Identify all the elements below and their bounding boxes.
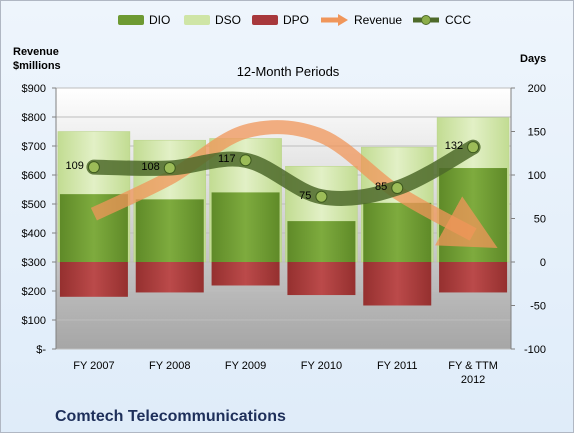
legend-item-revenue: Revenue	[319, 9, 402, 31]
left-tick-label: $900	[22, 83, 46, 95]
ccc-point	[391, 182, 404, 195]
legend-swatch-revenue	[321, 14, 348, 26]
left-tick-label: $200	[22, 286, 46, 298]
ccc-point	[87, 161, 100, 174]
left-tick-label: $100	[22, 315, 46, 327]
bar-dpo	[363, 262, 432, 306]
bar-dio	[287, 221, 356, 262]
bar-dpo	[439, 262, 508, 293]
legend-swatch-dpo	[252, 15, 278, 25]
legend-item-dpo: DPO	[252, 9, 309, 31]
ccc-data-label: 75	[299, 190, 311, 202]
bar-dpo	[211, 262, 280, 286]
legend-label-dpo: DPO	[283, 13, 310, 27]
right-tick-label: 200	[528, 83, 546, 95]
left-tick-label: $500	[22, 199, 46, 211]
chart-subtitle: 12-Month Periods	[236, 64, 340, 79]
legend-label-dio: DIO	[149, 13, 171, 27]
right-tick-label: -100	[524, 344, 546, 356]
ccc-point	[239, 154, 252, 167]
ccc-point	[315, 190, 328, 203]
left-tick-label: $-	[36, 344, 46, 356]
ccc-point	[467, 141, 480, 154]
legend-swatch-dio	[118, 15, 144, 25]
legend-item-dso: DSO	[184, 9, 241, 31]
x-tick-label: FY & TTM	[448, 360, 498, 372]
ccc-data-label: 85	[375, 181, 387, 193]
series-line-revenue	[90, 120, 498, 249]
lines-group: 109 108 117 75 85 132	[66, 120, 498, 249]
x-tick-label: FY 2007	[73, 360, 114, 372]
bar-dpo	[135, 262, 204, 293]
x-tick-label: FY 2008	[149, 360, 190, 372]
bar-dpo	[287, 262, 356, 296]
legend: DIO DSO DPO Revenue CCC	[1, 9, 573, 35]
legend-item-ccc: CCC	[412, 9, 471, 31]
left-axis-title: Revenue $millions	[13, 45, 61, 73]
left-tick-label: $700	[22, 141, 46, 153]
legend-item-dio: DIO	[118, 9, 170, 31]
axes-group: $- $100 $200 $300 $400 $500 $600 $700 $800 $900 -1…	[22, 83, 546, 386]
left-axis-title-line1: Revenue	[13, 46, 59, 58]
ccc-data-label: 109	[66, 160, 84, 172]
right-tick-label: 100	[528, 170, 546, 182]
bar-dpo	[59, 262, 128, 297]
x-tick-label: FY 2010	[301, 360, 342, 372]
x-tick-label: FY 2011	[377, 360, 418, 372]
left-tick-label: $800	[22, 112, 46, 124]
legend-label-ccc: CCC	[445, 13, 471, 27]
x-tick-label: 2012	[461, 374, 485, 386]
legend-label-revenue: Revenue	[354, 13, 403, 27]
left-tick-label: $400	[22, 228, 46, 240]
right-axis-title: Days	[520, 53, 547, 65]
legend-label-dso: DSO	[215, 13, 242, 27]
right-tick-label: -50	[530, 301, 546, 313]
left-tick-label: $300	[22, 257, 46, 269]
right-tick-label: 50	[534, 214, 546, 226]
legend-swatch-ccc	[413, 15, 439, 25]
ccc-data-label: 108	[141, 161, 159, 173]
company-name: Comtech Telecommunications	[55, 408, 286, 425]
ccc-data-label: 117	[218, 153, 236, 165]
x-tick-label: FY 2009	[225, 360, 266, 372]
left-tick-label: $600	[22, 170, 46, 182]
right-tick-label: 150	[528, 127, 546, 139]
left-axis-title-line2: $millions	[13, 60, 61, 72]
ccc-data-label: 132	[445, 140, 463, 152]
right-tick-label: 0	[540, 257, 546, 269]
bar-dio	[135, 199, 204, 262]
ccc-point	[163, 162, 176, 175]
legend-swatch-dso	[184, 15, 210, 25]
bar-dio	[211, 192, 280, 262]
